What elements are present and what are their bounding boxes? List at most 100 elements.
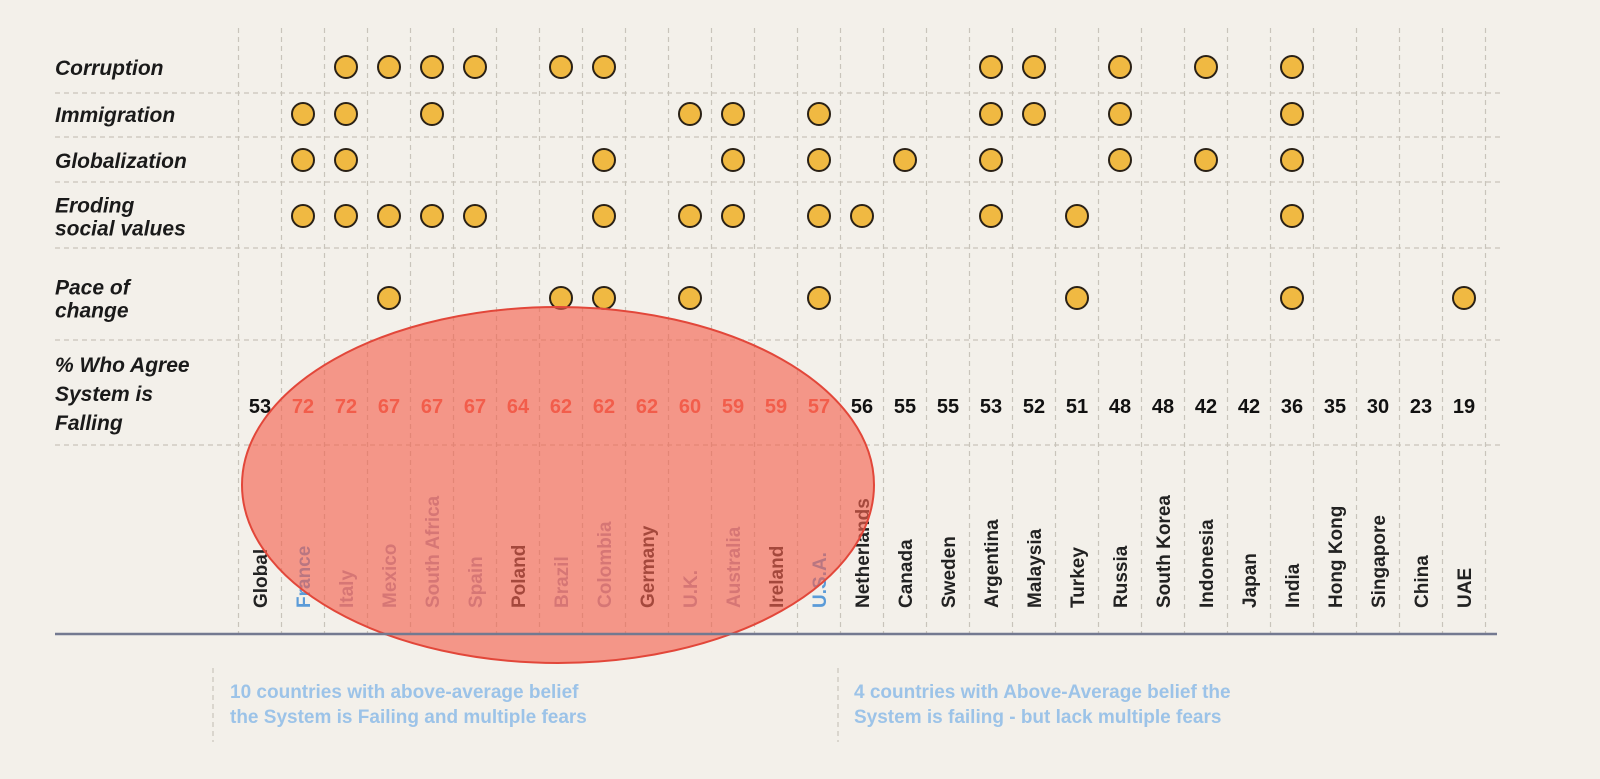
value-label: 56 xyxy=(851,396,873,418)
group-note-line: 10 countries with above-average belief xyxy=(230,682,579,703)
group-note-line: 4 countries with Above-Average belief th… xyxy=(854,682,1231,703)
concern-dot xyxy=(592,286,616,310)
concern-dot xyxy=(420,102,444,126)
concern-dot xyxy=(420,204,444,228)
value-label: 48 xyxy=(1109,396,1131,418)
value-label: 55 xyxy=(937,396,959,418)
group-note: 10 countries with above-average belief th… xyxy=(230,682,587,728)
value-row-label-line: System is xyxy=(55,383,153,406)
value-label: 42 xyxy=(1238,396,1260,418)
concern-dot xyxy=(721,148,745,172)
country-label: UAE xyxy=(1455,568,1476,608)
country-label: China xyxy=(1412,555,1433,608)
country-label: Argentina xyxy=(982,519,1003,608)
country-label: Turkey xyxy=(1068,547,1089,608)
group-note-line: System is failing - but lack multiple fe… xyxy=(854,707,1221,728)
value-label: 35 xyxy=(1324,396,1346,418)
concern-dot xyxy=(721,204,745,228)
concern-dot xyxy=(291,204,315,228)
concern-dot xyxy=(893,148,917,172)
concern-dot xyxy=(377,204,401,228)
concern-dot xyxy=(1280,204,1304,228)
value-row-label-line: Falling xyxy=(55,412,123,435)
concern-dot xyxy=(807,148,831,172)
value-label: 53 xyxy=(249,396,271,418)
row-label-line: change xyxy=(55,300,129,323)
country-label: Russia xyxy=(1111,545,1132,608)
value-label: 30 xyxy=(1367,396,1389,418)
country-label: Global xyxy=(251,549,272,608)
concern-dot xyxy=(678,204,702,228)
concern-dot xyxy=(721,102,745,126)
concern-dot xyxy=(463,204,487,228)
concern-dot xyxy=(1280,286,1304,310)
concern-dot xyxy=(334,204,358,228)
concern-dot xyxy=(979,55,1003,79)
concern-dot xyxy=(1108,55,1132,79)
row-label: Globalization xyxy=(55,150,187,173)
concern-dot xyxy=(1022,55,1046,79)
row-label-line: Corruption xyxy=(55,57,163,80)
value-label: 48 xyxy=(1152,396,1174,418)
concern-dot xyxy=(1280,102,1304,126)
row-label: Corruption xyxy=(55,57,163,80)
concern-dot xyxy=(1194,148,1218,172)
concern-dot xyxy=(850,204,874,228)
row-label: Immigration xyxy=(55,104,175,127)
value-label: 23 xyxy=(1410,396,1432,418)
concern-dot xyxy=(334,55,358,79)
value-label: 53 xyxy=(980,396,1002,418)
country-label: Singapore xyxy=(1369,515,1390,608)
row-label: Eroding social values xyxy=(55,195,186,241)
row-label-line: Pace of xyxy=(55,277,132,300)
country-label: Indonesia xyxy=(1197,519,1218,608)
country-label: Malaysia xyxy=(1025,528,1046,608)
value-label: 19 xyxy=(1453,396,1475,418)
concern-dot xyxy=(1065,204,1089,228)
value-label: 51 xyxy=(1066,396,1088,418)
concern-dot xyxy=(1108,148,1132,172)
concern-dot xyxy=(1452,286,1476,310)
concern-dot xyxy=(979,204,1003,228)
highlight-ellipse xyxy=(241,306,875,664)
concern-dot xyxy=(592,204,616,228)
row-label-line: Globalization xyxy=(55,150,187,173)
concern-dot xyxy=(291,148,315,172)
country-label: Sweden xyxy=(939,536,960,608)
country-label: India xyxy=(1283,563,1304,608)
concern-dot xyxy=(1108,102,1132,126)
value-label: 36 xyxy=(1281,396,1303,418)
country-label: South Korea xyxy=(1154,495,1175,608)
concern-dot xyxy=(678,102,702,126)
value-label: 55 xyxy=(894,396,916,418)
concern-dot xyxy=(807,102,831,126)
concern-dot xyxy=(377,286,401,310)
concern-dot xyxy=(807,204,831,228)
concern-dot xyxy=(1280,148,1304,172)
concern-dot xyxy=(807,286,831,310)
concern-dot xyxy=(1022,102,1046,126)
concern-dot xyxy=(463,55,487,79)
concern-dot xyxy=(334,148,358,172)
value-row-label: % Who Agree System is Falling xyxy=(55,354,190,435)
concern-dot xyxy=(334,102,358,126)
concern-dot xyxy=(291,102,315,126)
concern-dot xyxy=(979,102,1003,126)
group-note-line: the System is Failing and multiple fears xyxy=(230,707,587,728)
concern-dot xyxy=(1280,55,1304,79)
country-label: Japan xyxy=(1240,553,1261,608)
concern-dot xyxy=(549,286,573,310)
concern-dot xyxy=(678,286,702,310)
concern-dot xyxy=(592,148,616,172)
row-label: Pace of change xyxy=(55,277,132,323)
concern-dot xyxy=(592,55,616,79)
concern-dot xyxy=(1065,286,1089,310)
group-note: 4 countries with Above-Average belief th… xyxy=(854,682,1231,728)
row-label-line: Eroding xyxy=(55,195,134,218)
value-label: 52 xyxy=(1023,396,1045,418)
concern-dot xyxy=(549,55,573,79)
concern-dot xyxy=(1194,55,1218,79)
row-label-line: social values xyxy=(55,218,186,241)
concern-dot xyxy=(420,55,444,79)
